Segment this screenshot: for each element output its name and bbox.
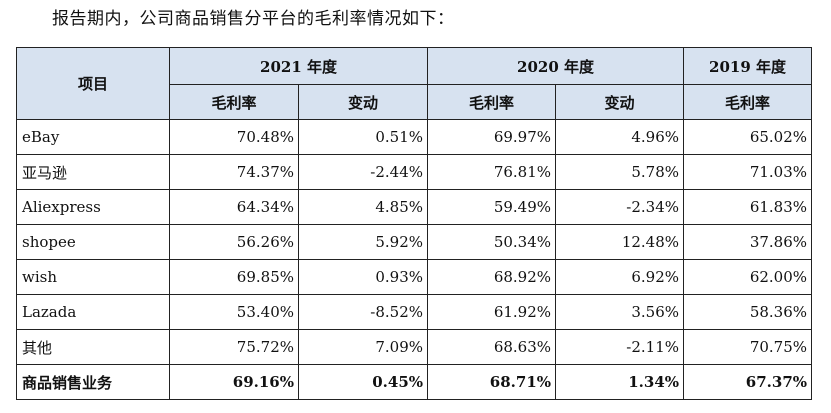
- table-row: eBay 70.48% 0.51% 69.97% 4.96% 65.02%: [16, 119, 813, 155]
- gross-margin-2019-cell: 70.75%: [683, 329, 813, 365]
- total-gross-margin-2021: 69.16%: [169, 364, 299, 400]
- table-row: 其他 75.72% 7.09% 68.63% -2.11% 70.75%: [16, 329, 813, 365]
- gross-margin-2019-cell: 62.00%: [683, 259, 813, 295]
- header-change-2021: 变动: [297, 84, 429, 120]
- intro-text: 报告期内，公司商品销售分平台的毛利率情况如下：: [52, 9, 455, 29]
- gross-margin-2019-cell: 65.02%: [683, 119, 813, 155]
- total-gross-margin-2020: 68.71%: [427, 364, 557, 400]
- table-row: Lazada 53.40% -8.52% 61.92% 3.56% 58.36%: [16, 294, 813, 330]
- row-label: Lazada: [16, 294, 170, 330]
- table-row: Aliexpress 64.34% 4.85% 59.49% -2.34% 61…: [16, 189, 813, 225]
- gross-margin-2020-cell: 59.49%: [427, 189, 557, 225]
- change-2020-cell: -2.34%: [555, 189, 685, 225]
- table-row: shopee 56.26% 5.92% 50.34% 12.48% 37.86%: [16, 224, 813, 260]
- row-label: wish: [16, 259, 170, 295]
- change-2021-cell: -8.52%: [297, 294, 429, 330]
- change-2020-cell: 3.56%: [555, 294, 685, 330]
- gross-margin-2021-cell: 75.72%: [169, 329, 299, 365]
- row-label: shopee: [16, 224, 170, 260]
- header-gross-margin-2021: 毛利率: [169, 84, 299, 120]
- header-row-years: 项目 2021 年度 2020 年度 2019 年度: [16, 47, 813, 120]
- total-change-2021: 0.45%: [297, 364, 429, 400]
- total-gross-margin-2019: 67.37%: [683, 364, 813, 400]
- change-2020-cell: 4.96%: [555, 119, 685, 155]
- header-item: 项目: [16, 47, 170, 120]
- header-year-2021: 2021 年度: [168, 47, 429, 85]
- gross-margin-2020-cell: 50.34%: [427, 224, 557, 260]
- gross-margin-2019-cell: 58.36%: [683, 294, 813, 330]
- gross-margin-table: 项目 2021 年度 2020 年度 2019 年度 毛利率 变动 毛利率 变动…: [16, 47, 813, 400]
- gross-margin-2020-cell: 61.92%: [427, 294, 557, 330]
- gross-margin-2021-cell: 64.34%: [169, 189, 299, 225]
- gross-margin-2019-cell: 61.83%: [683, 189, 813, 225]
- header-year-2019: 2019 年度: [683, 47, 813, 85]
- gross-margin-2021-cell: 74.37%: [169, 154, 299, 190]
- change-2020-cell: 12.48%: [555, 224, 685, 260]
- total-change-2020: 1.34%: [555, 364, 685, 400]
- gross-margin-2020-cell: 69.97%: [427, 119, 557, 155]
- change-2021-cell: 0.93%: [297, 259, 429, 295]
- gross-margin-2020-cell: 68.63%: [427, 329, 557, 365]
- gross-margin-2020-cell: 68.92%: [427, 259, 557, 295]
- change-2020-cell: 5.78%: [555, 154, 685, 190]
- header-gross-margin-2020: 毛利率: [427, 84, 557, 120]
- header-year-2020: 2020 年度: [427, 47, 685, 85]
- gross-margin-2021-cell: 56.26%: [169, 224, 299, 260]
- change-2020-cell: -2.11%: [555, 329, 685, 365]
- header-change-2020: 变动: [555, 84, 685, 120]
- change-2021-cell: 5.92%: [297, 224, 429, 260]
- row-label: eBay: [16, 119, 170, 155]
- change-2021-cell: 7.09%: [297, 329, 429, 365]
- gross-margin-2019-cell: 37.86%: [683, 224, 813, 260]
- row-label: 亚马逊: [16, 154, 170, 190]
- total-label: 商品销售业务: [16, 364, 170, 400]
- gross-margin-2021-cell: 69.85%: [169, 259, 299, 295]
- table-row: 亚马逊 74.37% -2.44% 76.81% 5.78% 71.03%: [16, 154, 813, 190]
- change-2021-cell: -2.44%: [297, 154, 429, 190]
- row-label: 其他: [16, 329, 170, 365]
- total-row: 商品销售业务 69.16% 0.45% 68.71% 1.34% 67.37%: [16, 364, 813, 400]
- change-2021-cell: 0.51%: [297, 119, 429, 155]
- gross-margin-2019-cell: 71.03%: [683, 154, 813, 190]
- gross-margin-2020-cell: 76.81%: [427, 154, 557, 190]
- change-2020-cell: 6.92%: [555, 259, 685, 295]
- row-label: Aliexpress: [16, 189, 170, 225]
- gross-margin-2021-cell: 53.40%: [169, 294, 299, 330]
- header-gross-margin-2019: 毛利率: [683, 84, 813, 120]
- gross-margin-2021-cell: 70.48%: [169, 119, 299, 155]
- table-row: wish 69.85% 0.93% 68.92% 6.92% 62.00%: [16, 259, 813, 295]
- header-row-metrics: 毛利率 变动 毛利率 变动 毛利率: [17, 84, 813, 120]
- change-2021-cell: 4.85%: [297, 189, 429, 225]
